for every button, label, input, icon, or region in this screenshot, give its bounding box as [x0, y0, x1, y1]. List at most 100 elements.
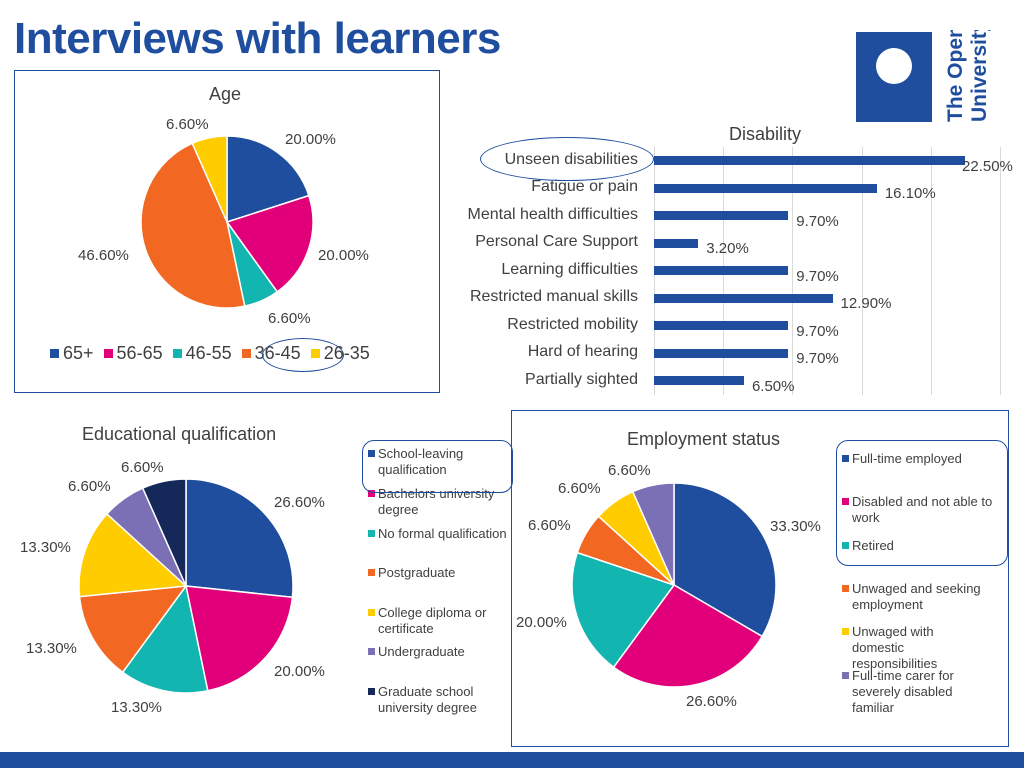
edu-pie-slice-0: [185, 478, 294, 599]
emp-pie-slice-2: [571, 551, 676, 669]
legend-swatch: [103, 349, 113, 358]
disability-bar: [654, 321, 789, 331]
logo-text-line1: The Open: [944, 30, 967, 122]
logo-circle: [876, 48, 912, 84]
emp-legend-item: Full-time carer for severely disabled fa…: [842, 668, 987, 716]
disability-value-label: 3.20%: [706, 240, 749, 258]
disability-category-label: Mental health difficulties: [467, 205, 638, 223]
page-title: Interviews with learners: [14, 14, 501, 63]
legend-swatch: [172, 349, 182, 358]
disability-bar: [654, 376, 744, 386]
emp-legend-item: Unwaged with domestic responsibilities: [842, 624, 962, 672]
disability-category-label: Restricted manual skills: [469, 288, 638, 306]
emp-label-retired: 20.00%: [516, 614, 567, 631]
edu-pie-slice-3: [78, 585, 188, 674]
emp-legend-unwaged-domestic: Unwaged with domestic responsibilities: [852, 624, 938, 671]
disability-bar: [654, 156, 966, 166]
edu-legend-item: Undergraduate: [368, 644, 508, 660]
emp-legend-retired: Retired: [852, 538, 894, 553]
age-label-46-55: 6.60%: [268, 310, 311, 327]
age-pie-slice-3: [140, 142, 246, 309]
disability-value-label: 22.50%: [962, 157, 1013, 175]
disability-category-label: Partially sighted: [525, 370, 638, 388]
edu-legend-item: No formal qualification: [368, 526, 528, 542]
open-university-logo: The Open University: [856, 30, 991, 122]
emp-pie-slice-5: [631, 482, 675, 586]
footer-bar: [0, 752, 1024, 768]
disability-bar: [654, 238, 699, 248]
age-label-26-35: 6.60%: [166, 116, 209, 133]
disability-bar: [654, 211, 789, 221]
disability-category-label: Learning difficulties: [501, 260, 638, 278]
employment-chart-title: Employment status: [627, 429, 781, 449]
legend-swatch: [368, 688, 375, 695]
age-label-65plus: 20.00%: [285, 131, 336, 148]
legend-swatch: [842, 542, 849, 549]
emp-label-carer: 6.60%: [608, 462, 651, 479]
edu-legend-undergraduate: Undergraduate: [378, 644, 465, 659]
disability-chart-title: Disability: [729, 124, 802, 144]
legend-swatch: [368, 530, 375, 537]
age-legend-item: 56-65: [103, 343, 163, 364]
disability-category-label: Fatigue or pain: [531, 178, 638, 196]
edu-legend-item: Graduate school university degree: [368, 684, 508, 716]
education-chart-title: Educational qualification: [82, 424, 277, 444]
edu-label-college: 13.30%: [20, 539, 71, 556]
emp-pie-slice-1: [612, 584, 764, 688]
age-legend-46-55: 46-55: [185, 343, 232, 363]
disability-bar: [654, 183, 877, 193]
legend-swatch: [368, 648, 375, 655]
disability-bar: [654, 266, 789, 276]
disability-value-label: 16.10%: [884, 185, 936, 203]
edu-label-school-leaving: 26.60%: [274, 494, 325, 511]
age-pie-slice-4: [191, 135, 228, 223]
emp-legend-item: Disabled and not able to work: [842, 494, 1002, 526]
edu-legend-no-formal: No formal qualification: [378, 526, 507, 541]
disability-value-label: 9.70%: [796, 212, 839, 230]
edu-legend-graduate-school: Graduate school university degree: [378, 684, 477, 715]
edu-label-no-formal: 13.30%: [111, 699, 162, 716]
emp-legend-item: Retired: [842, 538, 1002, 554]
disability-gridline: [792, 147, 794, 395]
disability-bar: [654, 293, 833, 303]
emp-label-full-time: 33.30%: [770, 518, 821, 535]
legend-swatch: [842, 628, 849, 635]
disability-gridline: [861, 147, 863, 395]
age-highlight-ellipse: [262, 338, 344, 372]
disability-category-label: Restricted mobility: [507, 315, 638, 333]
emp-legend-disabled: Disabled and not able to work: [852, 494, 993, 525]
edu-legend-item: Bachelors university degree: [368, 486, 513, 518]
emp-legend-unwaged-seeking: Unwaged and seeking employment: [852, 581, 981, 612]
edu-legend-school-leaving: School-leaving qualification: [378, 446, 464, 477]
emp-legend-item: Unwaged and seeking employment: [842, 581, 1002, 613]
edu-legend-item: Postgraduate: [368, 565, 508, 581]
edu-legend-item: College diploma or certificate: [368, 605, 508, 637]
legend-swatch: [368, 569, 375, 576]
legend-swatch: [241, 349, 251, 358]
legend-swatch: [842, 672, 849, 679]
emp-legend-item: Full-time employed: [842, 451, 1002, 467]
edu-legend-college: College diploma or certificate: [378, 605, 487, 636]
edu-pie-slice-6: [141, 478, 187, 587]
edu-legend-bachelors: Bachelors university degree: [378, 486, 495, 517]
age-legend-65plus: 65+: [63, 343, 94, 363]
age-legend-56-65: 56-65: [116, 343, 163, 363]
emp-label-disabled: 26.60%: [686, 693, 737, 710]
disability-value-label: 12.90%: [840, 295, 892, 313]
legend-swatch: [842, 498, 849, 505]
age-chart-frame: [14, 70, 440, 393]
disability-gridline: [1000, 147, 1001, 395]
emp-label-unwaged-seeking: 6.60%: [528, 517, 571, 534]
edu-label-undergraduate: 6.60%: [68, 478, 111, 495]
legend-swatch: [368, 450, 375, 457]
employment-chart-frame: [511, 410, 1009, 747]
legend-swatch: [842, 455, 849, 462]
edu-highlight-box: [362, 440, 513, 493]
emp-highlight-box: [836, 440, 1008, 566]
age-label-36-45: 46.60%: [78, 247, 129, 264]
edu-legend-postgraduate: Postgraduate: [378, 565, 456, 580]
edu-label-postgraduate: 13.30%: [26, 640, 77, 657]
